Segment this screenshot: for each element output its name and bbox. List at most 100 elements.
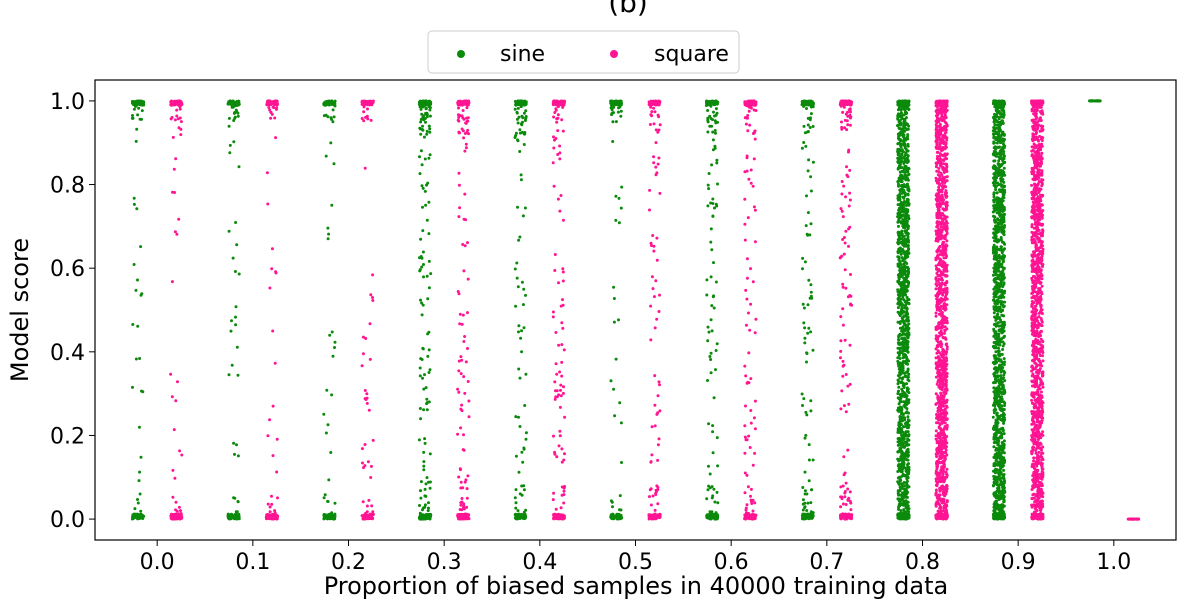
data-point-square bbox=[171, 495, 175, 499]
data-point-sine bbox=[619, 102, 623, 105]
data-point-sine bbox=[993, 469, 997, 473]
data-point-sine bbox=[1001, 199, 1005, 203]
data-point-sine bbox=[902, 155, 906, 159]
data-point-sine bbox=[514, 131, 518, 135]
data-point-sine bbox=[897, 423, 901, 427]
data-point-sine bbox=[135, 207, 139, 211]
data-point-sine bbox=[419, 237, 423, 241]
data-point-sine bbox=[896, 117, 900, 121]
data-point-square bbox=[177, 99, 181, 103]
data-point-sine bbox=[991, 251, 995, 255]
data-point-sine bbox=[997, 126, 1001, 129]
data-point-sine bbox=[905, 477, 909, 481]
data-point-sine bbox=[806, 123, 810, 127]
data-point-square bbox=[169, 372, 173, 376]
data-point-sine bbox=[996, 230, 1000, 234]
data-point-sine bbox=[520, 350, 524, 354]
data-point-sine bbox=[993, 120, 996, 124]
data-point-sine bbox=[713, 146, 717, 150]
data-point-sine bbox=[997, 365, 1001, 369]
data-point-sine bbox=[809, 510, 813, 514]
data-point-square bbox=[179, 509, 182, 513]
data-point-sine bbox=[992, 257, 996, 261]
data-point-sine bbox=[809, 175, 813, 179]
data-point-sine bbox=[995, 102, 999, 106]
data-point-sine bbox=[235, 243, 239, 247]
data-point-sine bbox=[1002, 446, 1006, 450]
data-point-sine bbox=[235, 443, 238, 447]
data-point-square bbox=[173, 476, 177, 480]
data-point-sine bbox=[898, 311, 902, 315]
data-point-sine bbox=[323, 513, 327, 517]
data-point-sine bbox=[1003, 401, 1007, 405]
data-point-sine bbox=[421, 229, 425, 233]
data-point-sine bbox=[993, 123, 997, 127]
data-point-sine bbox=[898, 161, 902, 165]
data-point-sine bbox=[992, 345, 995, 348]
data-point-sine bbox=[1002, 473, 1006, 476]
data-point-sine bbox=[524, 437, 528, 441]
data-point-sine bbox=[518, 128, 522, 132]
data-point-sine bbox=[994, 478, 998, 482]
data-point-sine bbox=[992, 136, 996, 140]
data-point-sine bbox=[896, 251, 900, 255]
data-point-sine bbox=[520, 103, 524, 107]
data-point-sine bbox=[902, 508, 906, 512]
data-point-sine bbox=[1001, 273, 1005, 277]
data-point-sine bbox=[714, 107, 718, 111]
data-point-sine bbox=[802, 306, 806, 310]
data-point-sine bbox=[333, 340, 337, 344]
data-point-sine bbox=[428, 101, 431, 104]
data-point-sine bbox=[324, 516, 328, 520]
data-point-sine bbox=[903, 217, 907, 221]
data-point-sine bbox=[997, 338, 1001, 342]
data-point-sine bbox=[997, 488, 1001, 492]
data-point-sine bbox=[994, 433, 998, 437]
data-point-sine bbox=[1001, 487, 1005, 491]
data-point-sine bbox=[227, 514, 231, 518]
data-point-sine bbox=[995, 211, 999, 215]
data-point-sine bbox=[522, 447, 526, 451]
data-point-sine bbox=[1002, 320, 1006, 324]
data-point-sine bbox=[801, 498, 805, 502]
data-point-sine bbox=[1002, 208, 1006, 212]
data-point-sine bbox=[809, 399, 813, 403]
data-point-sine bbox=[811, 348, 815, 352]
data-point-sine bbox=[424, 386, 428, 390]
data-point-square bbox=[178, 449, 182, 453]
data-point-sine bbox=[236, 373, 240, 377]
data-point-sine bbox=[901, 337, 905, 341]
data-point-sine bbox=[522, 111, 526, 115]
data-point-sine bbox=[896, 167, 900, 171]
data-point-sine bbox=[422, 275, 425, 279]
data-point-sine bbox=[905, 362, 909, 366]
data-point-sine bbox=[997, 359, 1001, 363]
data-point-sine bbox=[1000, 121, 1004, 125]
data-point-sine bbox=[523, 516, 527, 520]
data-point-sine bbox=[897, 178, 901, 181]
data-point-sine bbox=[997, 329, 1001, 333]
data-point-sine bbox=[999, 157, 1003, 160]
data-point-sine bbox=[522, 488, 526, 492]
data-point-sine bbox=[896, 470, 900, 473]
data-point-sine bbox=[906, 285, 910, 288]
data-point-sine bbox=[326, 499, 330, 503]
data-point-sine bbox=[995, 250, 999, 254]
data-point-sine bbox=[609, 499, 613, 503]
data-point-sine bbox=[327, 232, 331, 236]
data-point-sine bbox=[904, 166, 908, 170]
data-point-sine bbox=[618, 513, 622, 517]
data-point-sine bbox=[423, 437, 427, 441]
data-point-sine bbox=[809, 222, 813, 226]
data-point-sine bbox=[897, 257, 901, 261]
data-point-sine bbox=[906, 467, 910, 471]
data-point-sine bbox=[131, 516, 135, 520]
data-point-sine bbox=[801, 256, 805, 260]
data-point-sine bbox=[904, 490, 908, 493]
data-point-sine bbox=[420, 301, 424, 305]
data-point-sine bbox=[520, 329, 523, 333]
data-point-sine bbox=[897, 499, 901, 503]
data-point-sine bbox=[616, 110, 620, 114]
data-point-sine bbox=[906, 144, 910, 148]
data-point-sine bbox=[333, 346, 336, 349]
